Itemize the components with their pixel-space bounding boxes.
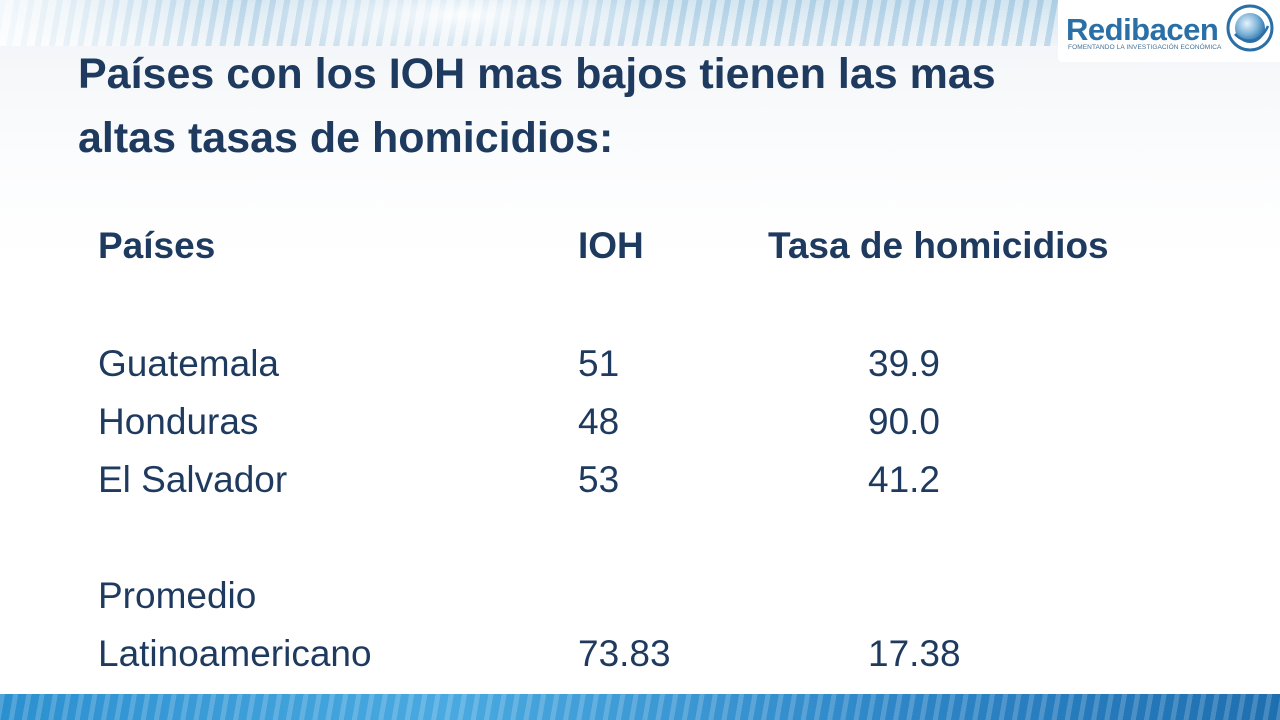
table-spacer	[98, 512, 1198, 570]
average-label-row: Promedio	[98, 570, 1198, 628]
title-line-2: altas tasas de homicidios:	[78, 114, 614, 162]
page-title: Países con los IOH mas bajos tienen las …	[78, 42, 1178, 170]
average-label-line-1: Promedio	[98, 575, 257, 616]
table-row: El Salvador 53 41.2	[98, 454, 1198, 512]
row-rate: 39.9	[868, 343, 941, 384]
table-header-row: Países IOH Tasa de homicidios	[98, 220, 1198, 338]
average-label-line-2: Latinoamericano	[98, 633, 372, 674]
row-ioh: 51	[578, 343, 620, 384]
average-ioh: 73.83	[578, 633, 671, 674]
title-line-1: Países con los IOH mas bajos tienen las …	[78, 50, 996, 98]
row-ioh: 53	[578, 459, 620, 500]
average-rate: 17.38	[868, 633, 961, 674]
homicide-table: Países IOH Tasa de homicidios Guatemala …	[98, 220, 1198, 686]
row-country: Honduras	[98, 401, 259, 442]
row-rate: 41.2	[868, 459, 941, 500]
header-ioh: IOH	[578, 225, 644, 266]
bottom-bar	[0, 694, 1280, 720]
bottom-bar-stripes	[0, 694, 1280, 720]
table-row: Honduras 48 90.0	[98, 396, 1198, 454]
row-rate: 90.0	[868, 401, 941, 442]
header-countries: Países	[98, 225, 216, 266]
row-country: Guatemala	[98, 343, 279, 384]
header-homicide-rate: Tasa de homicidios	[768, 225, 1109, 266]
globe-icon	[1226, 4, 1274, 52]
row-country: El Salvador	[98, 459, 288, 500]
average-row: Latinoamericano 73.83 17.38	[98, 628, 1198, 686]
logo-name: Redibacen	[1066, 12, 1219, 47]
logo: Redibacen FOMENTANDO LA INVESTIGACIÓN EC…	[1058, 0, 1280, 62]
table-row: Guatemala 51 39.9	[98, 338, 1198, 396]
logo-tagline: FOMENTANDO LA INVESTIGACIÓN ECONÓMICA	[1068, 44, 1222, 51]
row-ioh: 48	[578, 401, 620, 442]
